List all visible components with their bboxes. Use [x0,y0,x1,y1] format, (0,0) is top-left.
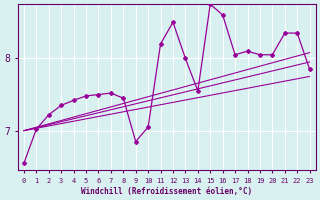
X-axis label: Windchill (Refroidissement éolien,°C): Windchill (Refroidissement éolien,°C) [81,187,252,196]
